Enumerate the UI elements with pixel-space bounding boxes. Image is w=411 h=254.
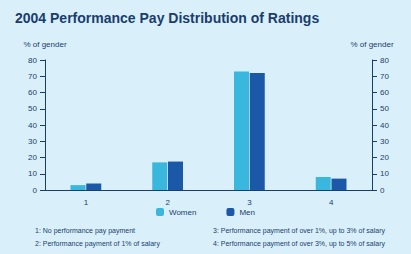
svg-text:3: Performance payment of over: 3: Performance payment of over 1%, up to… bbox=[213, 227, 385, 235]
svg-text:80: 80 bbox=[380, 56, 389, 65]
svg-text:50: 50 bbox=[28, 104, 37, 113]
svg-text:1: No performance pay payment: 1: No performance pay payment bbox=[35, 227, 135, 235]
svg-text:10: 10 bbox=[380, 169, 389, 178]
svg-text:0: 0 bbox=[380, 186, 385, 195]
svg-text:10: 10 bbox=[28, 169, 37, 178]
svg-text:60: 60 bbox=[28, 88, 37, 97]
svg-text:70: 70 bbox=[28, 72, 37, 81]
svg-text:40: 40 bbox=[28, 121, 37, 130]
svg-text:70: 70 bbox=[380, 72, 389, 81]
svg-text:4: Performance payment of over: 4: Performance payment of over 3%, up to… bbox=[213, 240, 385, 248]
svg-text:Women: Women bbox=[169, 208, 196, 217]
svg-text:% of gender: % of gender bbox=[350, 40, 393, 49]
svg-text:2: Performance payment of 1% o: 2: Performance payment of 1% of salary bbox=[35, 240, 160, 248]
svg-text:% of gender: % of gender bbox=[23, 40, 66, 49]
svg-text:3: 3 bbox=[247, 198, 252, 207]
svg-text:2: 2 bbox=[165, 198, 170, 207]
svg-text:4: 4 bbox=[329, 198, 334, 207]
svg-text:1: 1 bbox=[84, 198, 89, 207]
svg-text:20: 20 bbox=[380, 153, 389, 162]
svg-text:40: 40 bbox=[380, 121, 389, 130]
svg-text:80: 80 bbox=[28, 56, 37, 65]
svg-text:50: 50 bbox=[380, 104, 389, 113]
svg-text:60: 60 bbox=[380, 88, 389, 97]
svg-text:30: 30 bbox=[380, 137, 389, 146]
svg-text:20: 20 bbox=[28, 153, 37, 162]
svg-text:2004 Performance Pay Distribut: 2004 Performance Pay Distribution of Rat… bbox=[15, 10, 319, 26]
svg-text:Men: Men bbox=[239, 208, 255, 217]
svg-text:0: 0 bbox=[33, 186, 38, 195]
svg-text:30: 30 bbox=[28, 137, 37, 146]
